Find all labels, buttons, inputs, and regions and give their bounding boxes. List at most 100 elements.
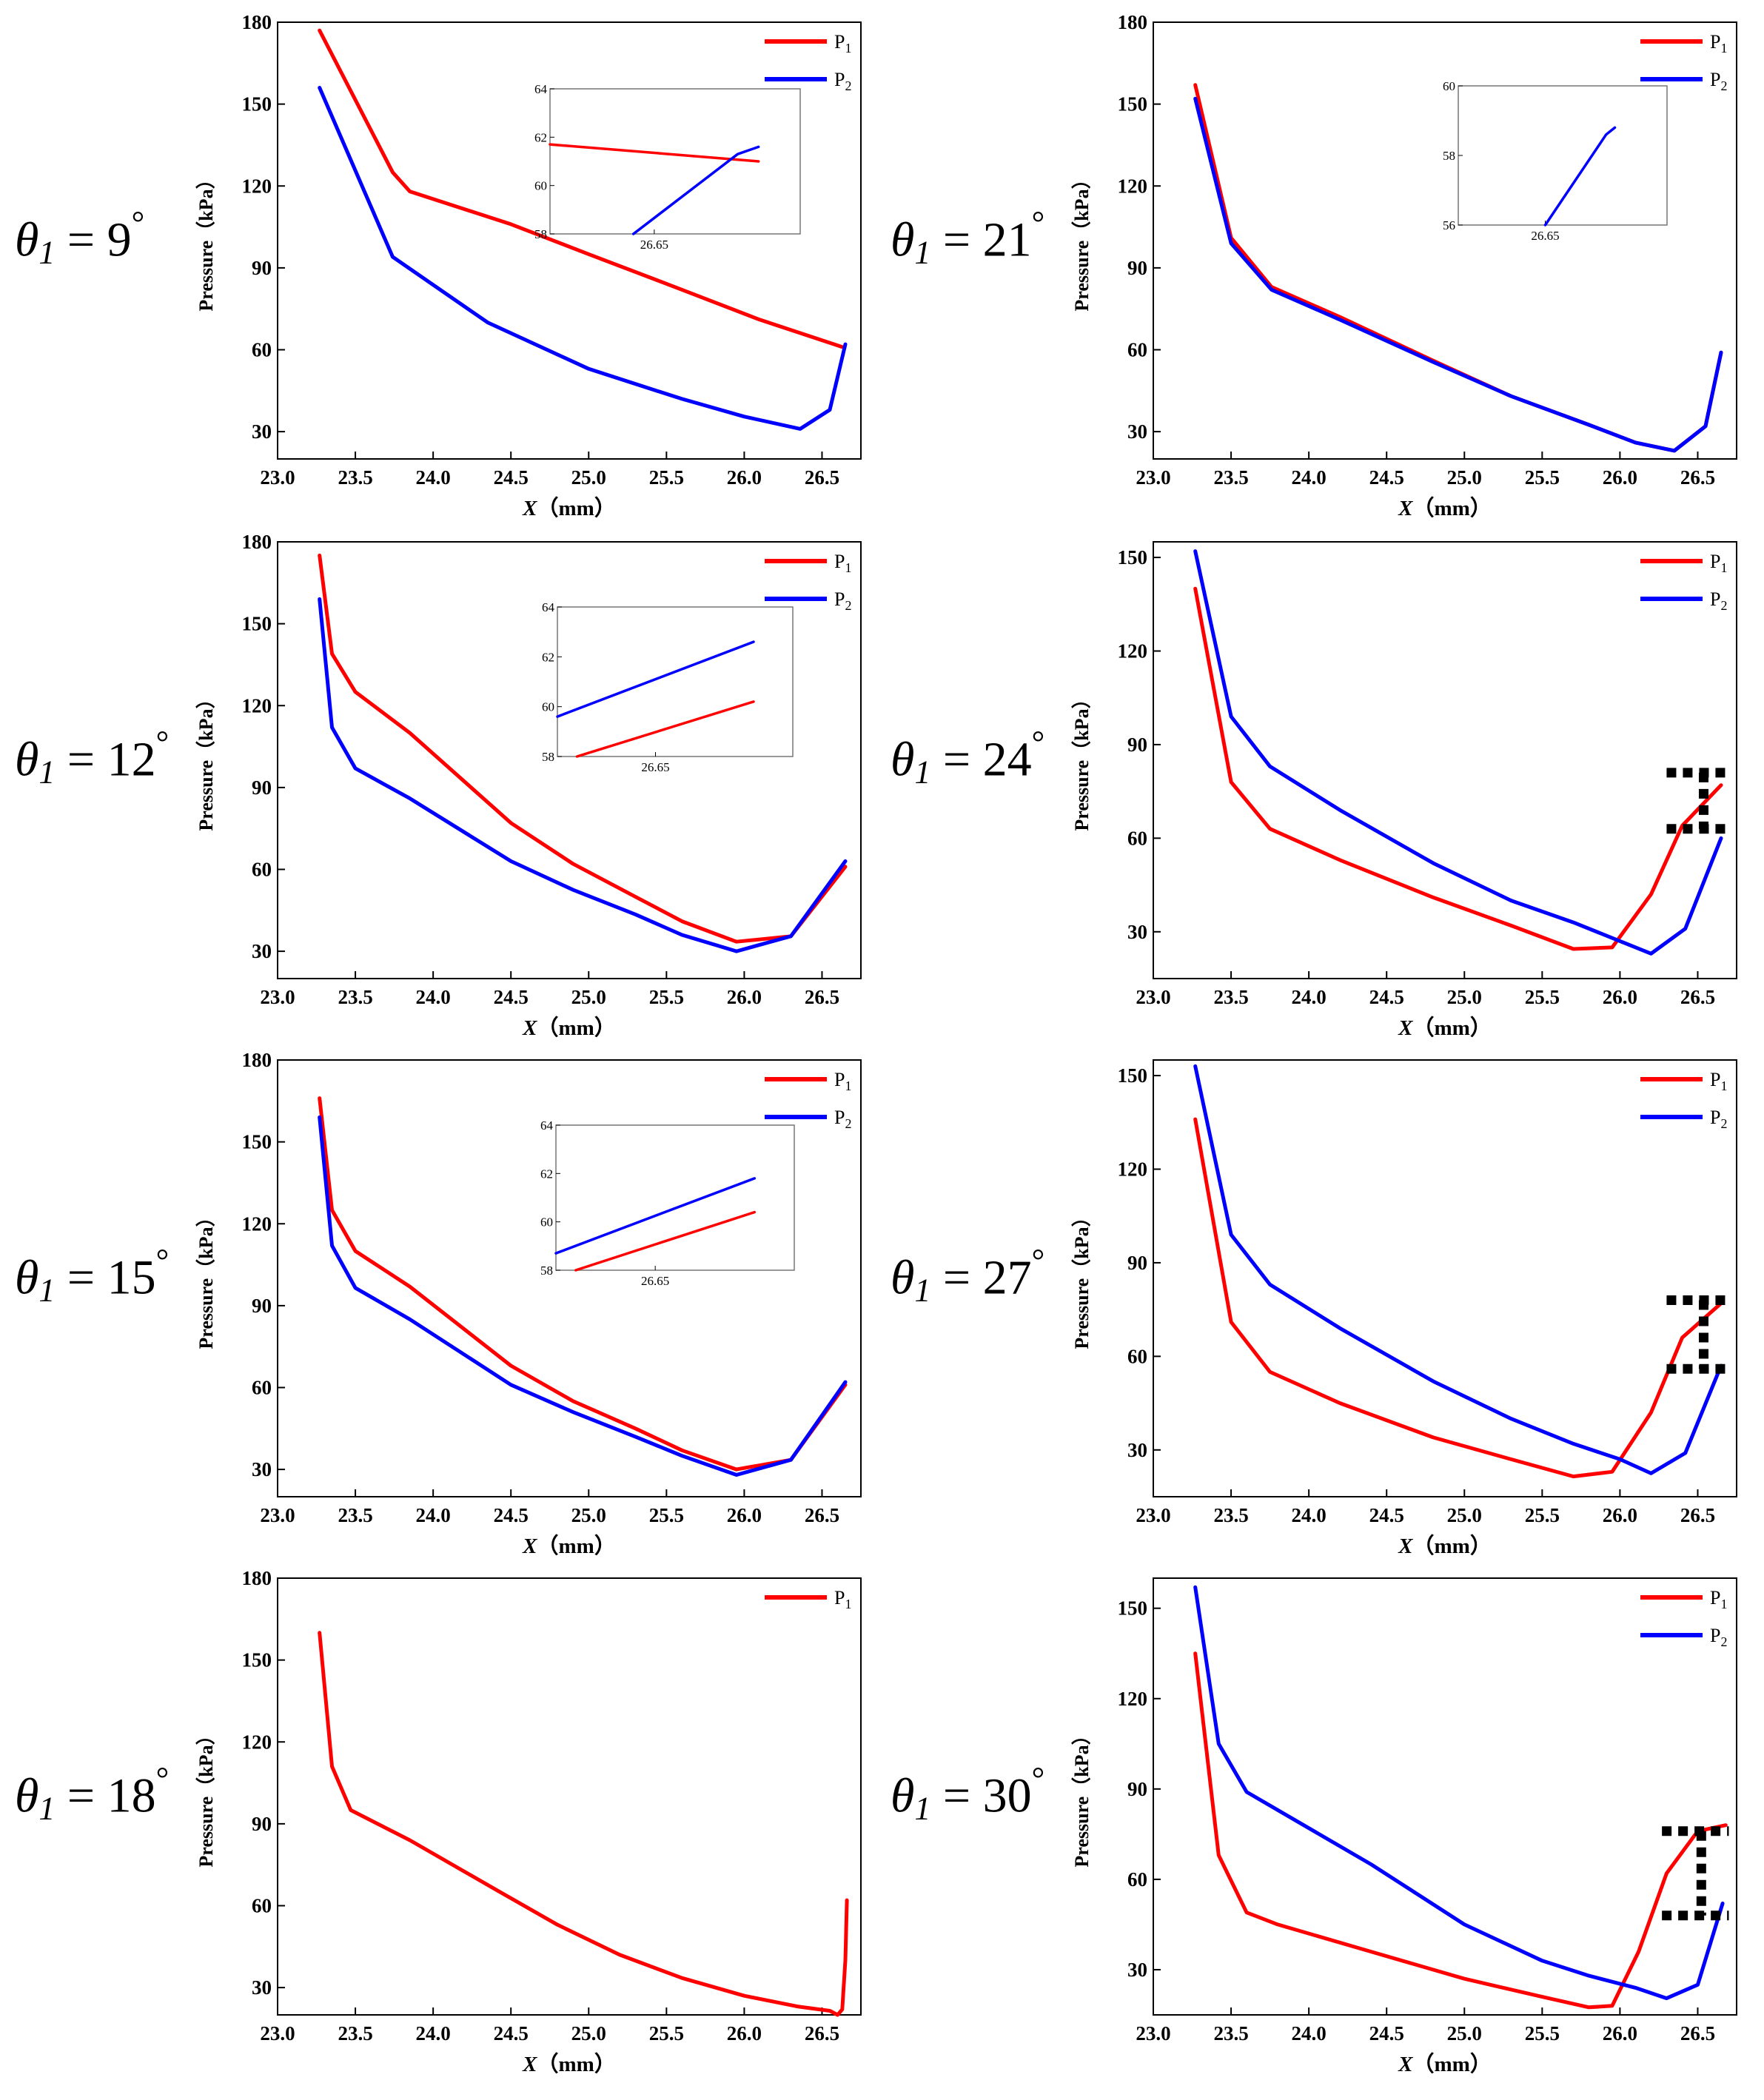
theta-subscript: 1 [914, 235, 930, 271]
series-line-p2 [318, 86, 848, 431]
theta-symbol: θ [15, 733, 38, 787]
x-axis-label-unit: （mm） [1413, 2052, 1492, 2076]
y-tick-label: 60 [252, 339, 272, 361]
theta-degree: ° [1032, 1243, 1045, 1279]
y-tick-label: 60 [1127, 1868, 1147, 1891]
x-tick-label: 23.0 [1136, 986, 1170, 1008]
x-axis-label-var: X [1398, 497, 1413, 520]
y-tick-label: 30 [252, 1458, 272, 1480]
x-tick-label: 23.0 [1136, 466, 1170, 489]
x-tick-label: 23.5 [1213, 1504, 1248, 1526]
y-tick-label: 30 [252, 420, 272, 443]
theta-symbol: θ [891, 733, 914, 787]
x-axis-label: X（mm） [522, 2052, 616, 2076]
x-axis-label-unit: （mm） [537, 1016, 616, 1040]
x-tick-label: 24.0 [416, 466, 451, 489]
legend-label-p2: P2 [1710, 1107, 1727, 1131]
y-tick-label: 60 [252, 1895, 272, 1917]
y-tick-label: 150 [242, 1131, 272, 1153]
x-tick-label: 24.5 [1369, 2022, 1404, 2044]
x-tick-label: 23.5 [338, 466, 372, 489]
x-tick-label: 26.5 [1680, 986, 1715, 1008]
legend-label-p1: P1 [834, 31, 851, 56]
x-axis-label-var: X [1398, 1016, 1413, 1040]
x-tick-label: 24.5 [1369, 986, 1404, 1008]
inset-series-line-p2 [556, 640, 755, 718]
x-tick-label: 23.5 [338, 2022, 372, 2044]
theta-value: = 9 [55, 213, 131, 267]
theta-label: θ1 = 21° [891, 205, 1044, 271]
inset-y-tick-label: 64 [540, 1118, 554, 1133]
legend-label-p2: P2 [1710, 588, 1727, 613]
y-tick-label: 60 [1127, 339, 1147, 361]
x-tick-label: 23.0 [1136, 1504, 1170, 1526]
y-tick-label: 90 [1127, 1252, 1147, 1274]
inset-y-tick-label: 58 [1443, 149, 1455, 163]
x-tick-label: 25.0 [1447, 986, 1482, 1008]
y-tick-label: 60 [252, 859, 272, 881]
series-line-p2 [1193, 1064, 1723, 1475]
x-tick-label: 26.0 [1603, 986, 1637, 1008]
legend-label-letter: P [1710, 31, 1720, 53]
inset-frame [555, 1124, 795, 1271]
y-axis-label: Pressure（kPa） [1071, 170, 1093, 311]
y-tick-label: 180 [242, 11, 272, 33]
x-tick-label: 23.0 [260, 1504, 295, 1526]
x-tick-label: 26.5 [1680, 2022, 1715, 2044]
theta-symbol: θ [15, 1769, 38, 1823]
legend-label-p2: P2 [1710, 69, 1727, 93]
x-tick-label: 24.0 [1292, 986, 1327, 1008]
x-tick-label: 25.5 [1525, 466, 1560, 489]
theta-value: = 24 [930, 733, 1031, 787]
inset-x-tick-label: 26.65 [640, 238, 668, 252]
plot-frame [277, 541, 862, 979]
x-tick-label: 25.0 [1447, 2022, 1482, 2044]
x-tick-label: 24.5 [1369, 466, 1404, 489]
legend-label-index: 1 [1720, 1597, 1727, 1611]
inset-y-tick-label: 64 [534, 82, 548, 96]
theta-symbol: θ [891, 1251, 914, 1305]
series-line-p2 [1193, 1585, 1725, 2001]
x-tick-label: 25.0 [571, 2022, 606, 2044]
inset-series-line-p2 [631, 145, 760, 235]
inset-series-line-p2 [554, 1177, 757, 1255]
inset-series-line-p1 [575, 700, 755, 758]
x-tick-label: 26.5 [805, 986, 839, 1008]
legend-label-index: 2 [1720, 598, 1727, 613]
y-tick-label: 90 [252, 1295, 272, 1317]
legend-label-index: 1 [1720, 1078, 1727, 1093]
y-axis-label: Pressure（kPa） [195, 1207, 217, 1349]
y-tick-label: 120 [1118, 640, 1148, 662]
x-tick-label: 25.0 [1447, 466, 1482, 489]
theta-value: = 18 [55, 1769, 155, 1823]
inset-series-line-p1 [549, 143, 760, 163]
legend-label-p2: P2 [834, 69, 851, 93]
x-tick-label: 25.5 [649, 466, 684, 489]
y-tick-label: 180 [242, 531, 272, 553]
theta-degree: ° [1032, 205, 1045, 241]
plot-frame [277, 21, 862, 460]
x-axis-label-unit: （mm） [537, 1534, 616, 1558]
theta-symbol: θ [15, 213, 38, 267]
theta-degree: ° [156, 1243, 170, 1279]
y-tick-label: 30 [1127, 1959, 1147, 1981]
y-axis-label: Pressure（kPa） [195, 689, 217, 831]
x-tick-label: 24.0 [416, 2022, 451, 2044]
x-tick-label: 26.5 [1680, 1504, 1715, 1526]
theta-label: θ1 = 18° [15, 1761, 169, 1827]
plot-frame [1153, 21, 1737, 460]
legend-label-p1: P1 [834, 1069, 851, 1093]
legend-label-letter: P [1710, 69, 1720, 90]
x-tick-label: 25.5 [1525, 1504, 1560, 1526]
legend-label-p1: P1 [1710, 31, 1727, 56]
y-tick-label: 60 [252, 1377, 272, 1399]
y-tick-label: 90 [1127, 734, 1147, 756]
x-tick-label: 23.5 [1213, 466, 1248, 489]
theta-label: θ1 = 27° [891, 1243, 1044, 1309]
legend-label-letter: P [1710, 1069, 1720, 1090]
x-axis-label-var: X [1398, 1534, 1413, 1558]
inset-y-tick-label: 60 [1443, 79, 1455, 93]
y-tick-label: 60 [1127, 827, 1147, 849]
inset-x-tick-label: 26.65 [641, 760, 669, 774]
x-tick-label: 25.5 [649, 2022, 684, 2044]
